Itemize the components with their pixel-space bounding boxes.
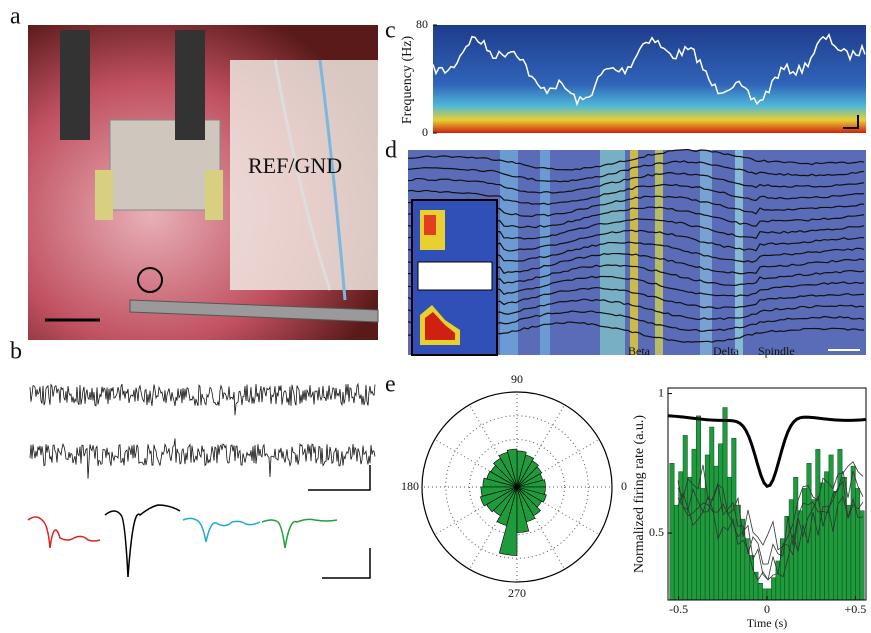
bar xyxy=(850,465,856,601)
bar xyxy=(815,449,821,601)
scale-bar xyxy=(308,465,371,491)
annotation: Delta xyxy=(713,344,740,358)
bar xyxy=(802,488,808,601)
bar xyxy=(824,471,830,601)
bar xyxy=(841,477,847,601)
bar xyxy=(762,588,768,601)
single-trace xyxy=(677,491,864,581)
scale-bar xyxy=(322,548,371,579)
bar xyxy=(731,437,737,601)
trace xyxy=(407,160,865,183)
mean-trace xyxy=(667,414,867,489)
bar xyxy=(846,504,852,601)
bar xyxy=(718,443,724,601)
annotation: Beta xyxy=(628,344,651,358)
angle-label: 90 xyxy=(511,372,523,386)
x-tick-label: 0 xyxy=(764,602,770,616)
polar-plot: 90 180 270 0 xyxy=(401,372,627,600)
grid-circle xyxy=(445,415,589,559)
annotation: REF/GND xyxy=(248,153,342,178)
y-tick-label: 0 xyxy=(422,125,428,139)
x-tick-label: +0.5 xyxy=(845,602,867,616)
bar xyxy=(704,454,710,601)
rose-wedge xyxy=(486,486,518,513)
x-tick-label: -0.5 xyxy=(669,602,688,616)
rose-wedge xyxy=(516,486,536,523)
band xyxy=(735,150,743,355)
waveform xyxy=(27,516,101,549)
angle-label: 270 xyxy=(508,586,526,600)
y-tick-label: 0.5 xyxy=(649,525,664,539)
inset xyxy=(411,199,498,356)
trace xyxy=(407,148,865,171)
single-trace xyxy=(677,470,864,565)
bar xyxy=(775,560,781,601)
band xyxy=(500,150,518,355)
angle-label: 180 xyxy=(401,479,419,493)
bar xyxy=(784,516,790,601)
bar xyxy=(806,463,812,601)
histogram: -0.5 0 +0.5 0.5 1 Time (s) Normalized firing r… xyxy=(632,385,867,630)
trace xyxy=(407,183,865,206)
band xyxy=(540,150,550,355)
spectrogram-trace xyxy=(432,32,866,107)
bar xyxy=(749,555,754,601)
y-axis-label: Normalized firing rate (a.u.) xyxy=(632,415,647,574)
waveform xyxy=(104,504,181,578)
waveform xyxy=(182,517,261,543)
bar xyxy=(722,407,728,601)
bar xyxy=(669,463,675,601)
spike-traces xyxy=(29,382,376,479)
bar xyxy=(673,504,679,601)
bar xyxy=(859,510,865,601)
panel-label: a xyxy=(10,4,21,30)
rose-wedge xyxy=(479,486,518,507)
rose-wedge xyxy=(493,457,518,488)
panel-label: e xyxy=(385,372,396,398)
trace xyxy=(29,382,376,416)
bar xyxy=(771,577,777,601)
panel-label: b xyxy=(10,339,22,365)
grid-circle xyxy=(469,439,565,535)
bar xyxy=(726,477,732,601)
scale-bar xyxy=(843,115,859,129)
band xyxy=(700,150,712,355)
rose-wedge xyxy=(498,486,518,556)
bar xyxy=(766,588,772,601)
trace xyxy=(29,438,376,479)
bar xyxy=(682,435,688,601)
rose-wedge xyxy=(498,451,518,488)
x-axis-label: Time (s) xyxy=(747,616,788,630)
trace xyxy=(407,172,865,194)
panel-label: d xyxy=(385,138,397,164)
photo xyxy=(28,25,379,340)
rose-wedge xyxy=(516,486,547,503)
y-axis-label: Frequency (Hz) xyxy=(400,36,415,125)
y-tick-label: 1 xyxy=(658,385,664,399)
y-tick-label: 80 xyxy=(416,17,428,31)
band xyxy=(630,150,638,355)
bar xyxy=(828,454,834,601)
bar xyxy=(819,482,825,601)
band xyxy=(655,150,663,355)
rose-wedge xyxy=(516,486,546,495)
panel-label: c xyxy=(385,18,396,44)
annotation: Spindle xyxy=(758,344,795,358)
bar xyxy=(837,449,843,601)
bar xyxy=(855,488,861,601)
angle-label: 0 xyxy=(621,479,627,493)
single-trace xyxy=(677,480,864,581)
rose-wedge xyxy=(516,486,541,517)
bar xyxy=(757,583,763,601)
waveform xyxy=(261,518,338,549)
